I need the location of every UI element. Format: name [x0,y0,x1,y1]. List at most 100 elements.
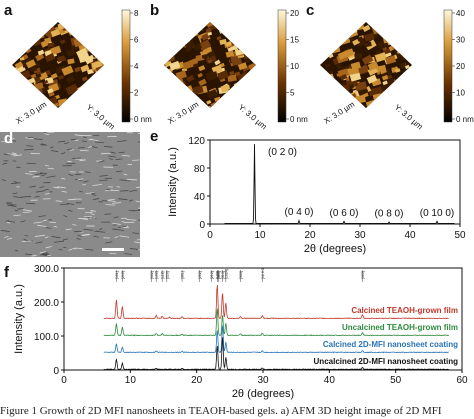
afm-y-axis-label: Y: 3.0 µm [85,103,117,130]
sem-grain [25,137,34,140]
sem-grain [53,226,58,228]
reflection-label: [220] [165,271,169,279]
peak-point [388,222,390,224]
reflection-label: [002] [150,271,154,279]
sem-grain [74,134,83,137]
afm-x-axis-label: X: 3.0 µm [14,100,48,126]
xrd-series-1 [103,308,450,337]
sem-grain [128,209,135,212]
sem-grain [90,209,97,212]
reflection-label: [102] [155,271,159,279]
sem-grain [118,151,125,154]
peak-point [343,221,345,223]
xrd-series-3 [103,337,449,371]
sem-grain [135,200,140,203]
sem-grain [99,175,108,177]
afm-colorbar-tick-label: 2 [134,89,139,98]
peak-point [253,144,256,146]
x-tick-label: 40 [324,375,336,386]
afm-colorbar-tick-label: 6 [134,36,139,45]
sem-grain [10,182,21,185]
sem-grain [1,141,10,143]
sem-grain [63,215,68,218]
reflection-label: [303] [361,271,365,279]
afm-colorbar-tick-label: 30 [456,36,465,45]
peak-point [436,221,438,223]
sem-grain [20,220,26,223]
sem-grain [84,211,93,214]
sem-grain [34,195,40,198]
sem-grain [136,239,140,241]
sem-grain [26,145,34,147]
afm-image-a: X: 3.0 µm Y: 3.0 µm 8 6 4 2 0 nm [0,0,152,130]
sem-grain [45,227,52,229]
afm-colorbar [277,9,287,123]
sem-grain [129,248,139,250]
sem-grain [39,251,46,254]
afm-colorbar [121,9,131,123]
sem-grain [6,237,13,240]
sem-grain [122,225,127,228]
sem-grain [112,222,121,225]
sem-grain [68,173,74,177]
sem-grain [61,177,66,180]
sem-grain [16,166,21,168]
afm-y-axis-label: Y: 3.0 µm [237,103,269,130]
xrd-pattern [224,144,455,224]
sem-grain [78,146,85,149]
sem-grain [34,234,45,237]
x-tick-label: 50 [454,230,466,241]
sem-grain [107,200,116,202]
reflection-label: [333] [239,271,243,279]
sem-grain [21,240,32,243]
y-tick-label: 120 [188,136,205,147]
sem-grain [42,219,47,222]
sem-grain [49,221,57,224]
sem-grain [32,175,40,178]
sem-grain [63,246,67,249]
sem-grain [13,196,23,199]
panel-label-d: d [4,130,14,147]
sem-grain [66,148,73,151]
y-tick-label: 100.0 [34,332,59,343]
series-label: Uncalcined 2D-MFI nanosheet coating [314,357,459,366]
reflection-label: [202] [198,271,202,279]
peak-label: (0 2 0) [268,147,297,158]
afm-surface [320,22,412,108]
sem-grain [22,209,33,212]
sem-grain [4,236,9,238]
sem-grain [44,193,50,195]
sem-grain [35,190,46,193]
sem-grain [122,154,130,157]
y-tick-label: 300.0 [34,264,59,275]
sem-grain [33,221,43,224]
sem-grain [24,253,33,256]
sem-grain [3,153,11,156]
x-axis-label: 2θ (degrees) [304,243,366,255]
xrd-series-0 [103,284,449,320]
reflection-label: [303] [217,271,221,279]
x-tick-label: 40 [404,230,416,241]
sem-grain [109,252,117,255]
sem-grain [83,136,87,139]
sem-grain [62,238,68,241]
sem-grain [77,178,84,180]
sem-grain [61,152,66,155]
y-tick-label: 40 [194,192,206,203]
series-label: Uncalcined TEAOH-grown film [342,323,458,332]
sem-grain [54,240,65,243]
sem-grain [83,228,94,231]
reflection-label: [112] [161,271,165,279]
sem-grain [138,219,140,221]
sem-grain [5,220,10,222]
sem-grain [75,247,83,250]
afm-surface [12,22,104,108]
plot-frame [209,139,461,225]
sem-grain [13,181,18,183]
sem-grain [41,143,46,146]
sem-grain [6,221,11,224]
sem-grain [58,248,63,251]
afm-colorbar-tick-label: 0 nm [290,115,308,124]
sem-grain [35,241,43,244]
sem-grain [91,146,98,149]
